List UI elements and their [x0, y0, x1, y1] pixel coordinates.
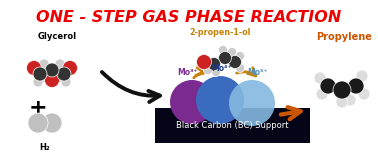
Circle shape — [55, 59, 65, 69]
Text: Mo⁵⁺: Mo⁵⁺ — [248, 68, 268, 77]
Circle shape — [39, 59, 49, 69]
Circle shape — [33, 77, 43, 87]
Circle shape — [358, 88, 370, 100]
Text: Black Carbon (BC) Support: Black Carbon (BC) Support — [176, 121, 289, 130]
Circle shape — [344, 94, 356, 106]
Text: ONE - STEP GAS PHASE REACTION: ONE - STEP GAS PHASE REACTION — [36, 10, 342, 25]
Circle shape — [218, 46, 228, 55]
Circle shape — [45, 73, 59, 88]
Circle shape — [212, 67, 220, 77]
Circle shape — [218, 51, 231, 64]
Circle shape — [45, 63, 59, 77]
Circle shape — [62, 60, 77, 75]
Circle shape — [26, 60, 42, 75]
Circle shape — [316, 88, 328, 100]
Circle shape — [53, 73, 63, 83]
Circle shape — [197, 55, 212, 69]
Circle shape — [228, 47, 237, 57]
Text: Propylene: Propylene — [316, 32, 372, 42]
Circle shape — [42, 113, 62, 133]
Circle shape — [228, 55, 242, 69]
Circle shape — [314, 72, 326, 84]
Circle shape — [170, 80, 214, 124]
Circle shape — [28, 113, 48, 133]
Text: H₂: H₂ — [40, 143, 50, 152]
Text: Glycerol: Glycerol — [38, 32, 77, 41]
Circle shape — [235, 64, 245, 73]
Text: Mo³⁺: Mo³⁺ — [178, 68, 198, 77]
Circle shape — [61, 77, 71, 87]
FancyBboxPatch shape — [155, 108, 310, 143]
Circle shape — [203, 66, 212, 75]
Circle shape — [229, 80, 275, 126]
Circle shape — [356, 70, 368, 82]
Circle shape — [196, 76, 244, 124]
Circle shape — [235, 51, 245, 60]
Circle shape — [41, 73, 51, 83]
Circle shape — [33, 67, 47, 81]
Circle shape — [208, 58, 220, 71]
Text: +: + — [29, 98, 47, 118]
Text: 2-propen-1-ol: 2-propen-1-ol — [189, 28, 251, 37]
Circle shape — [333, 81, 351, 99]
Circle shape — [348, 78, 364, 94]
Circle shape — [57, 67, 71, 81]
Text: Mo⁴⁺: Mo⁴⁺ — [211, 64, 231, 73]
Circle shape — [336, 96, 348, 108]
Circle shape — [320, 78, 336, 94]
